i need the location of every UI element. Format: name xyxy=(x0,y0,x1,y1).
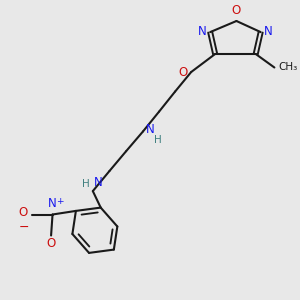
Text: O: O xyxy=(19,206,28,220)
Text: O: O xyxy=(46,237,56,250)
Text: N: N xyxy=(48,197,57,210)
Text: O: O xyxy=(178,65,188,79)
Text: N: N xyxy=(146,123,155,136)
Text: N: N xyxy=(264,25,273,38)
Text: N: N xyxy=(198,25,207,38)
Text: N: N xyxy=(94,176,103,189)
Text: CH₃: CH₃ xyxy=(278,62,297,73)
Text: H: H xyxy=(154,135,161,145)
Text: H: H xyxy=(82,179,89,189)
Text: +: + xyxy=(56,196,64,206)
Text: O: O xyxy=(232,4,241,17)
Text: −: − xyxy=(19,220,29,233)
